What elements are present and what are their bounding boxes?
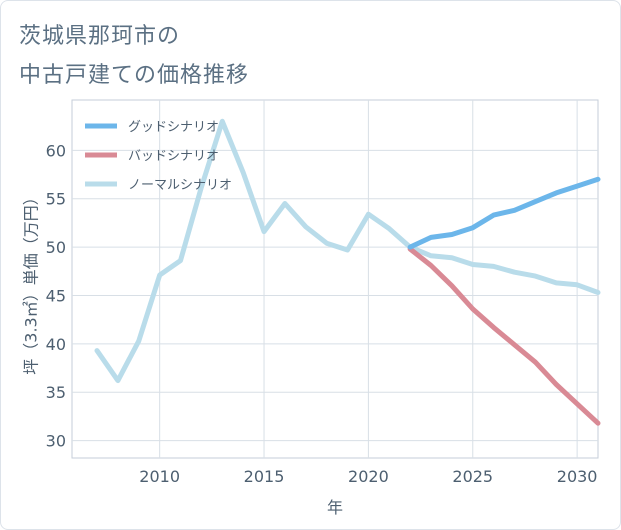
legend-label: バッドシナリオ: [128, 149, 219, 164]
legend-label: グッドシナリオ: [128, 120, 219, 135]
x-tick-label: 2030: [557, 467, 598, 486]
x-tick-label: 2010: [139, 467, 180, 486]
y-tick-label: 45: [46, 286, 66, 305]
series-line-1: [407, 246, 601, 426]
y-tick-label: 50: [46, 238, 66, 257]
series-line-2: [94, 118, 601, 384]
chart-title-line2: 中古戸建ての価格推移: [19, 63, 250, 88]
y-tick-label: 40: [46, 335, 66, 354]
y-tick-label: 30: [46, 432, 66, 451]
series-lines: [94, 118, 601, 426]
y-axis-label: 坪（3.3㎡）単価（万円）: [22, 189, 41, 374]
legend-label: ノーマルシナリオ: [128, 178, 232, 193]
x-tick-label: 2020: [348, 467, 389, 486]
y-tick-label: 35: [46, 383, 66, 402]
y-tick-label: 55: [46, 190, 66, 209]
axis-ticks: 2010 2015 2020 2025 2030 30 35 40 45 50 55 60: [46, 141, 598, 486]
series-line-0: [407, 176, 601, 250]
x-tick-label: 2015: [244, 467, 285, 486]
x-axis-label: 年: [327, 498, 343, 517]
x-tick-label: 2025: [452, 467, 493, 486]
grid-lines: [72, 100, 598, 458]
y-tick-label: 60: [46, 141, 66, 160]
chart-title-line1: 茨城県那珂市の: [19, 24, 181, 49]
